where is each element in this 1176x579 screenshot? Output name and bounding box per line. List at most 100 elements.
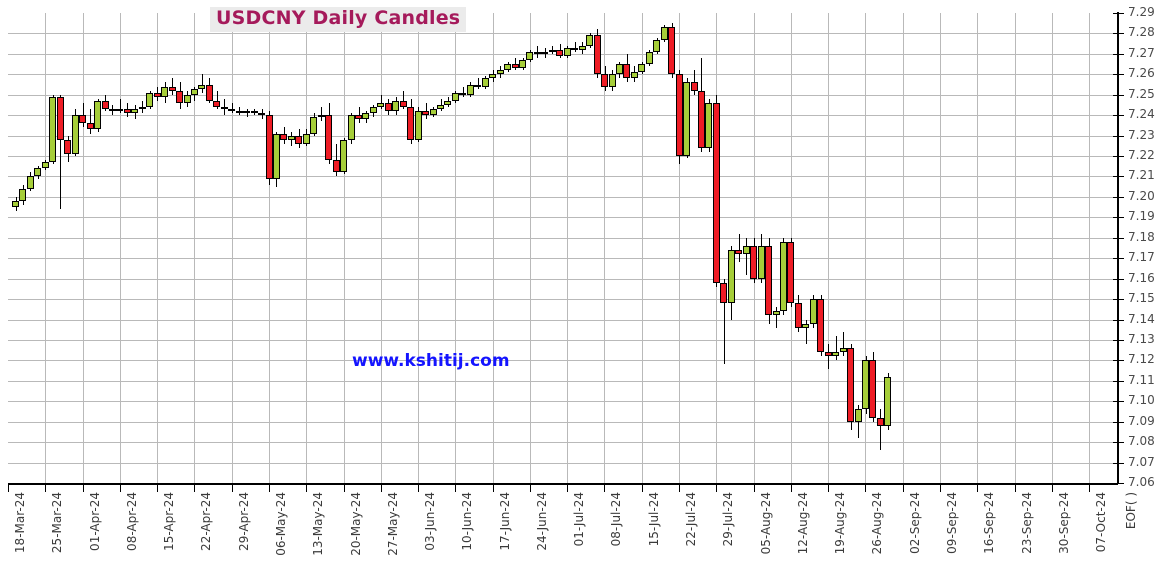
candle-body-up <box>489 74 497 79</box>
gridline-horizontal <box>8 196 1118 198</box>
x-axis-line <box>8 483 1118 485</box>
x-axis-tick <box>306 483 308 492</box>
gridline-vertical <box>455 13 457 483</box>
gridline-vertical <box>306 13 308 483</box>
candle-body-down <box>511 64 519 69</box>
gridline-horizontal <box>8 237 1118 239</box>
candle-body-down <box>399 100 407 107</box>
candle-body-up <box>183 94 191 103</box>
gridline-vertical <box>380 13 382 483</box>
x-axis-tick-label: 23-Sep-24 <box>1019 492 1034 554</box>
candle-body-down <box>56 96 64 140</box>
gridline-vertical <box>865 13 867 483</box>
x-axis-tick <box>753 483 755 492</box>
candle-body-up <box>742 245 750 255</box>
y-axis-tick <box>1113 442 1124 444</box>
candle-body-down <box>571 47 579 50</box>
candle-body-up <box>49 96 57 163</box>
candle-body-down <box>407 107 415 140</box>
candle-body-down <box>86 123 94 130</box>
x-axis-tick <box>343 483 345 492</box>
candle-wick <box>836 335 837 361</box>
candle-body-up <box>683 82 691 157</box>
candle-body-up <box>41 162 49 169</box>
candle-body-up <box>832 352 840 357</box>
candle-wick <box>463 86 464 97</box>
candle-body-down <box>220 107 228 110</box>
candle-body-up <box>802 323 810 328</box>
x-axis-tick-label: 05-Aug-24 <box>758 492 773 555</box>
x-axis-tick <box>977 483 979 492</box>
gridline-horizontal <box>8 380 1118 382</box>
gridline-vertical <box>418 13 420 483</box>
gridline-horizontal <box>8 339 1118 341</box>
candle-body-down <box>720 282 728 304</box>
candle-body-up <box>302 133 310 144</box>
x-axis-tick <box>902 483 904 492</box>
candle-body-up <box>19 188 27 201</box>
x-axis-tick-label: 25-Mar-24 <box>50 492 65 554</box>
x-axis-tick <box>790 483 792 492</box>
y-axis-tick-label: 7.14 <box>1128 311 1155 326</box>
x-axis-tick <box>1089 483 1091 492</box>
candle-wick <box>83 102 84 128</box>
candle-body-up <box>757 245 765 279</box>
candle-body-up <box>630 72 638 79</box>
x-axis-tick-label: 17-Jun-24 <box>497 492 512 551</box>
candle-body-down <box>422 111 430 116</box>
candle-body-down <box>623 64 631 79</box>
x-axis-tick-label: 06-May-24 <box>273 492 288 556</box>
y-axis-tick-label: 7.21 <box>1128 168 1155 183</box>
candle-body-down <box>593 35 601 75</box>
candle-body-up <box>563 47 571 56</box>
x-axis-tick <box>679 483 681 492</box>
x-axis-tick <box>604 483 606 492</box>
x-axis-tick-label: 24-Jun-24 <box>534 492 549 551</box>
y-axis-tick-label: 7.23 <box>1128 127 1155 142</box>
candle-body-up <box>608 74 616 87</box>
candle-wick <box>828 344 829 369</box>
candle-body-up <box>34 168 42 177</box>
candle-body-up <box>146 92 154 107</box>
x-axis-tick <box>157 483 159 492</box>
y-axis-tick-label: 7.22 <box>1128 148 1155 163</box>
gridline-horizontal <box>8 74 1118 76</box>
gridline-horizontal <box>8 421 1118 423</box>
candle-body-up <box>317 115 325 118</box>
y-axis-tick-label: 7.13 <box>1128 331 1155 346</box>
candle-body-up <box>809 299 817 324</box>
candle-body-down <box>235 111 243 114</box>
candle-body-up <box>429 109 437 116</box>
candle-body-up <box>496 70 504 75</box>
y-axis-tick <box>1113 94 1124 96</box>
y-axis-tick-label: 7.26 <box>1128 66 1155 81</box>
y-axis-tick <box>1113 401 1124 403</box>
x-axis-tick-label: 13-May-24 <box>311 492 326 556</box>
candle-body-up <box>839 348 847 353</box>
candle-wick <box>694 70 695 95</box>
candle-wick <box>142 100 143 114</box>
gridline-vertical <box>902 13 904 483</box>
candle-body-down <box>228 109 236 112</box>
y-axis-tick <box>1113 258 1124 260</box>
x-axis-tick-label: 26-Aug-24 <box>870 492 885 555</box>
candle-wick <box>321 107 322 122</box>
candle-body-up <box>347 115 355 140</box>
y-axis-tick <box>1113 33 1124 35</box>
gridline-vertical <box>157 13 159 483</box>
candle-wick <box>247 109 248 118</box>
candle-body-down <box>824 352 832 357</box>
candle-body-down <box>847 348 855 422</box>
candle-body-down <box>355 115 362 120</box>
y-axis-tick <box>1113 196 1124 198</box>
candle-body-down <box>750 245 758 279</box>
gridline-horizontal <box>8 94 1118 96</box>
x-axis-tick-label: 19-Aug-24 <box>833 492 848 555</box>
x-axis-tick <box>119 483 121 492</box>
gridline-vertical <box>977 13 979 483</box>
candle-body-down <box>869 360 877 418</box>
x-axis-tick-label: 12-Aug-24 <box>795 492 810 555</box>
candle-wick <box>90 109 91 134</box>
y-axis-tick <box>1113 483 1124 484</box>
